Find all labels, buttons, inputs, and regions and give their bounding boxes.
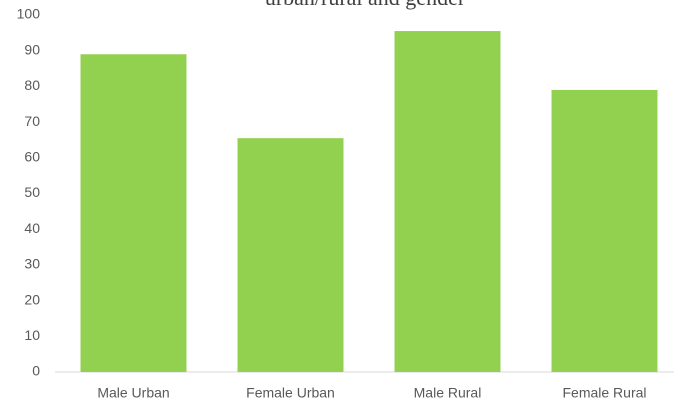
y-tick-label: 40 [24, 220, 40, 236]
bar [394, 31, 501, 372]
y-tick-label: 90 [24, 41, 40, 57]
y-tick-label: 100 [17, 6, 41, 22]
y-tick-label: 30 [24, 256, 40, 272]
x-tick-label: Female Urban [246, 385, 335, 401]
x-tick-label: Female Rural [562, 385, 646, 401]
bar [80, 54, 187, 373]
bar [551, 89, 658, 372]
y-tick-label: 20 [24, 291, 40, 307]
x-tick-label: Male Urban [97, 385, 169, 401]
chart-title: urban/rural and gender [265, 0, 466, 10]
y-tick-label: 50 [24, 184, 40, 200]
x-tick-label: Male Rural [414, 385, 482, 401]
y-tick-label: 80 [24, 77, 40, 93]
y-tick-label: 70 [24, 113, 40, 129]
y-tick-label: 60 [24, 149, 40, 165]
bar [237, 138, 344, 372]
y-tick-label: 10 [24, 327, 40, 343]
y-tick-label: 0 [32, 363, 40, 379]
